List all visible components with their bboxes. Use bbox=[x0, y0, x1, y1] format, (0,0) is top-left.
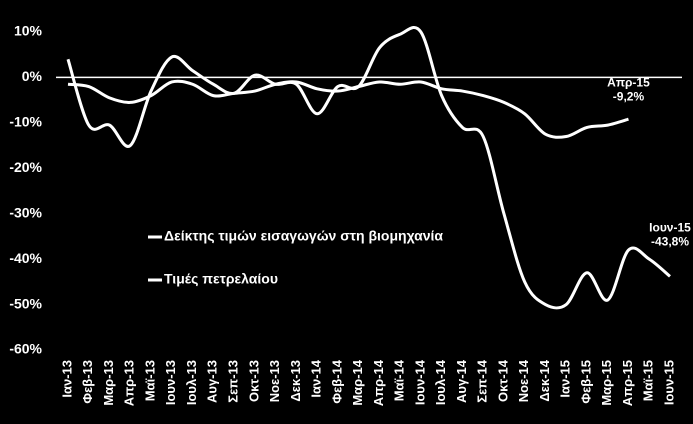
x-tick-label: Μαϊ-13 bbox=[142, 360, 157, 401]
series-line bbox=[66, 26, 671, 310]
legend-label: Δείκτης τιμών εισαγωγών στη βιομηχανία bbox=[164, 228, 443, 244]
x-tick-label: Οκτ-14 bbox=[495, 359, 510, 402]
x-tick-label: Ιουλ-14 bbox=[433, 359, 448, 405]
x-tick-label: Ιουν-13 bbox=[163, 360, 178, 405]
x-tick-label: Αυγ-13 bbox=[205, 360, 220, 403]
x-tick-label: Ιουν-14 bbox=[412, 359, 427, 405]
x-tick-label: Ιουν-15 bbox=[661, 360, 676, 405]
x-tick-label: Απρ-14 bbox=[371, 359, 386, 406]
x-tick-label: Φεβ-14 bbox=[329, 359, 344, 403]
x-tick-label: Ιαν-14 bbox=[309, 359, 324, 397]
x-tick-label: Νοε-13 bbox=[267, 360, 282, 402]
y-tick-label: -10% bbox=[9, 114, 42, 130]
x-tick-label: Μαρ-15 bbox=[599, 360, 614, 406]
x-tick-label: Δεκ-13 bbox=[288, 360, 303, 402]
y-tick-label: -60% bbox=[9, 341, 42, 357]
x-tick-label: Δεκ-14 bbox=[537, 359, 552, 401]
y-tick-label: 10% bbox=[14, 23, 43, 39]
value-label: -9,2% bbox=[613, 89, 645, 103]
x-tick-label: Ιαν-13 bbox=[59, 360, 74, 398]
x-tick-label: Σεπ-14 bbox=[475, 359, 490, 402]
x-tick-label: Φεβ-15 bbox=[578, 360, 593, 404]
annotation-category: Απρ-15 bbox=[607, 75, 650, 89]
y-tick-label: -40% bbox=[9, 250, 42, 266]
legend-label: Τιμές πετρελαίου bbox=[164, 271, 278, 287]
y-tick-label: 0% bbox=[22, 68, 43, 84]
x-tick-label: Απρ-13 bbox=[122, 360, 137, 406]
y-tick-label: -20% bbox=[9, 159, 42, 175]
y-tick-label: -50% bbox=[9, 295, 42, 311]
x-tick-label: Μαρ-13 bbox=[101, 360, 116, 406]
x-tick-label: Απρ-15 bbox=[620, 360, 635, 406]
x-tick-label: Οκτ-13 bbox=[246, 360, 261, 402]
x-tick-label: Σεπ-13 bbox=[226, 360, 241, 403]
x-tick-label: Μαϊ-14 bbox=[392, 359, 407, 401]
x-tick-label: Μαϊ-15 bbox=[641, 360, 656, 401]
y-tick-label: -30% bbox=[9, 204, 42, 220]
x-tick-label: Φεβ-13 bbox=[80, 360, 95, 404]
x-tick-label: Ιουλ-13 bbox=[184, 360, 199, 405]
series-line bbox=[67, 79, 629, 139]
x-tick-label: Ιαν-15 bbox=[558, 360, 573, 398]
x-tick-label: Αυγ-14 bbox=[454, 359, 469, 403]
value-label: -43,8% bbox=[651, 235, 689, 249]
annotation-category: Ιουν-15 bbox=[649, 221, 691, 235]
x-tick-label: Μαρ-14 bbox=[350, 359, 365, 405]
x-tick-label: Νοε-14 bbox=[516, 359, 531, 402]
